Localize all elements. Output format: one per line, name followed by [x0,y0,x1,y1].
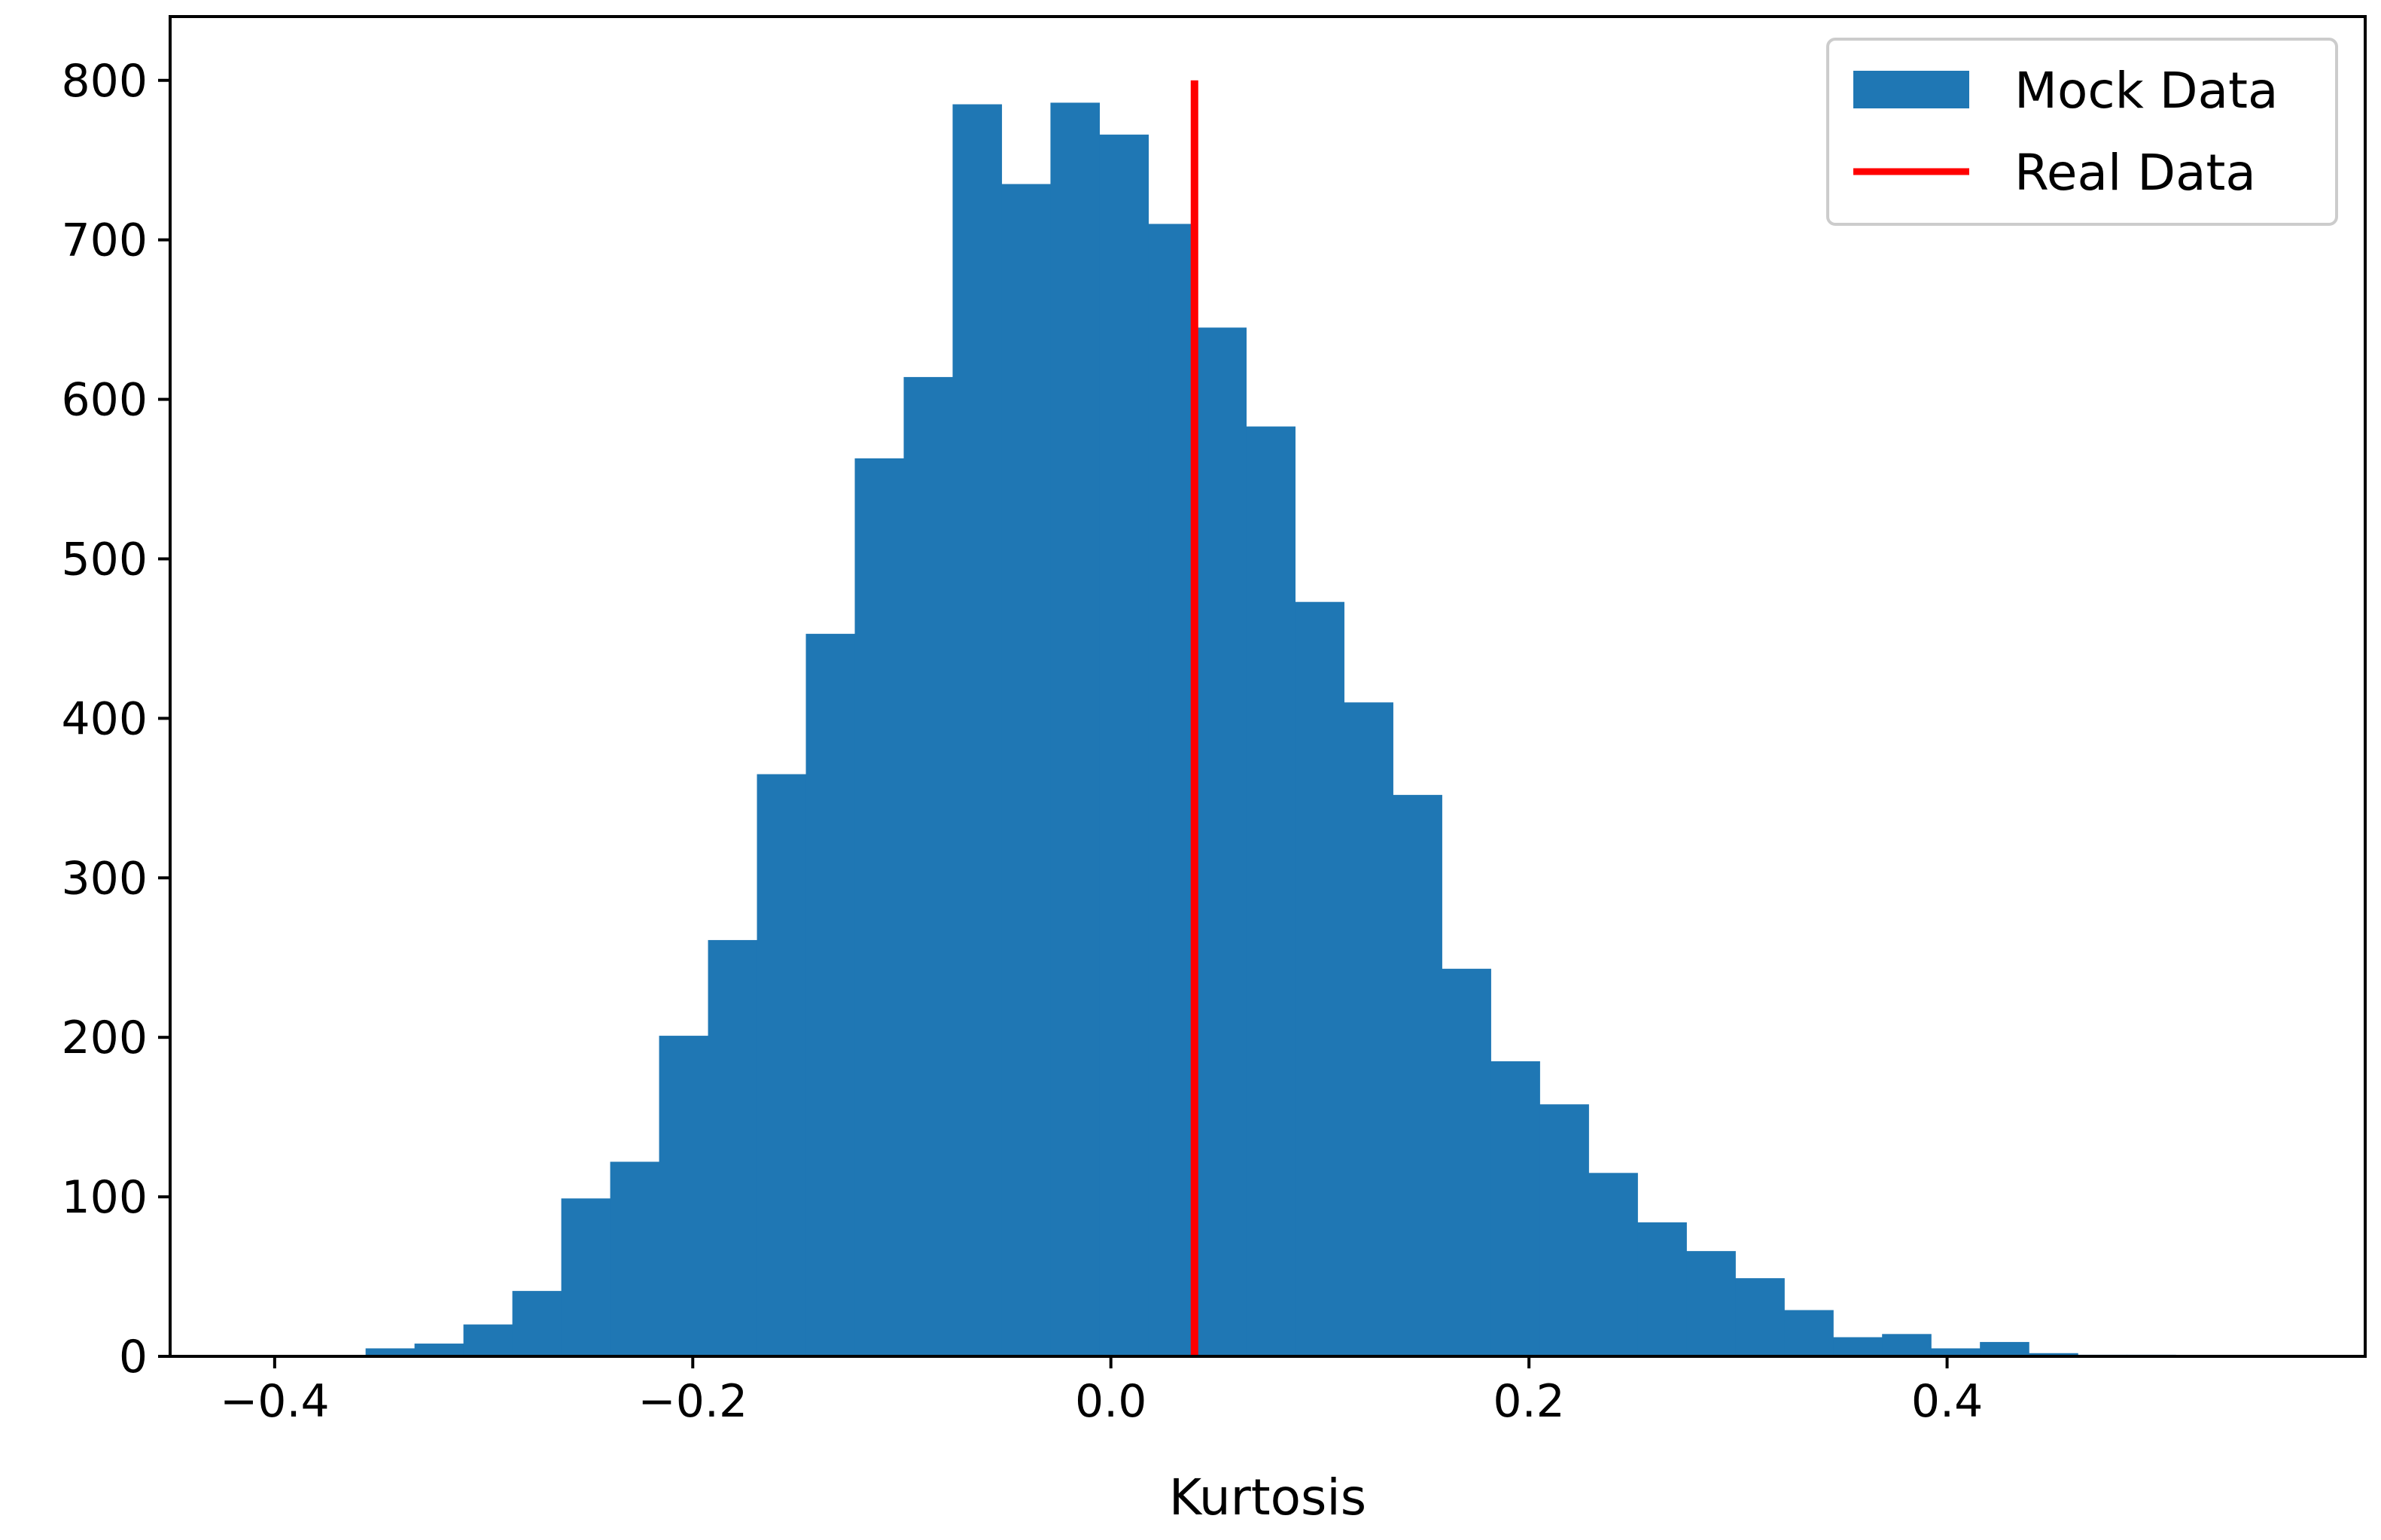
histogram-bar [1197,327,1247,1356]
histogram-bar [1833,1337,1883,1356]
histogram-bar [1735,1278,1785,1356]
histogram-bar [708,939,758,1356]
y-tick-label: 500 [61,533,148,586]
x-tick-label: −0.4 [220,1375,330,1428]
y-tick-label: 700 [61,215,148,267]
legend-mock-data-label: Mock Data [2014,62,2278,120]
histogram-bar [1588,1173,1638,1356]
legend-mock-data-patch [1853,71,1969,108]
histogram-bar [414,1344,464,1356]
histogram-bar [365,1348,416,1356]
histogram-bar [1980,1341,2029,1356]
histogram-bar [854,458,905,1356]
legend-real-data-label: Real Data [2014,144,2256,202]
y-axis-ticks: 0 100 200 300 400 500 600 700 800 [61,55,170,1383]
histogram-bar [805,634,856,1356]
histogram-bar [1246,426,1296,1356]
histogram-bar [512,1291,562,1356]
histogram-bar [463,1324,513,1356]
histogram-bar [1344,702,1393,1356]
histogram-bar [1099,134,1149,1356]
histogram-bars [365,102,2176,1357]
histogram-bar [1931,1348,1981,1356]
x-axis-label: Kurtosis [1169,1468,1366,1526]
histogram-bar [1442,969,1491,1356]
histogram-bar [952,104,1003,1357]
x-tick-label: 0.2 [1493,1375,1564,1428]
histogram-bar [1784,1310,1834,1356]
plot-frame [169,15,2367,1358]
y-tick-label: 800 [61,55,148,108]
histogram-bar [1001,184,1052,1356]
x-tick-label: −0.2 [638,1375,747,1428]
y-tick-label: 300 [61,852,148,905]
histogram-bar [1539,1104,1589,1356]
x-axis-ticks: −0.4 −0.2 0.0 0.2 0.4 [220,1356,1983,1428]
histogram-bar [903,376,954,1356]
histogram-bar [2029,1353,2078,1356]
y-tick-label: 400 [61,692,148,745]
histogram-bar [1686,1251,1736,1356]
y-tick-label: 200 [61,1012,148,1064]
y-tick-label: 0 [119,1331,148,1383]
y-tick-label: 600 [61,374,148,427]
histogram-bar [1490,1061,1540,1356]
legend: Mock Data Real Data [1826,38,2338,226]
histogram-bar [1050,102,1101,1356]
histogram-bar [610,1161,660,1356]
x-tick-label: 0.4 [1911,1375,1983,1428]
histogram-bar [1393,795,1442,1356]
histogram-bar [1882,1334,1932,1356]
histogram-bar [1148,224,1198,1356]
histogram-bar [1637,1222,1687,1356]
histogram-bar [561,1198,611,1356]
x-tick-label: 0.0 [1075,1375,1146,1428]
histogram-bar [659,1036,709,1356]
y-tick-label: 100 [61,1171,148,1224]
histogram-bar [1295,601,1344,1356]
histogram-bar [757,774,807,1356]
